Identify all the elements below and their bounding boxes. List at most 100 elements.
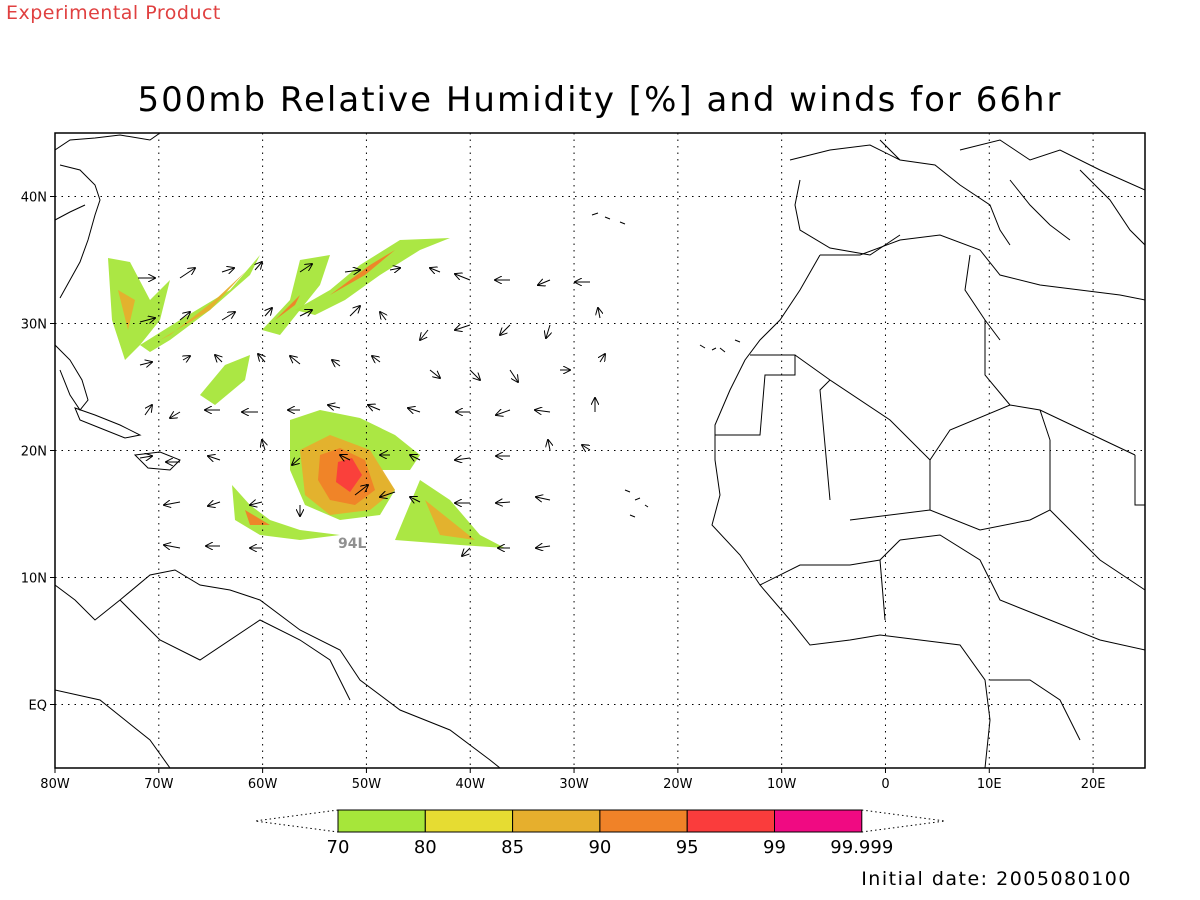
colorbar-swatch	[512, 809, 601, 833]
wind-arrow	[208, 456, 221, 460]
colorbar-swatch	[686, 809, 776, 833]
experimental-product-note: Experimental Product	[6, 2, 221, 24]
wind-arrow	[250, 502, 263, 505]
africa-coast	[711, 234, 1145, 768]
lon-tick-label: 20W	[663, 777, 693, 792]
humidity-core	[425, 500, 475, 540]
wind-arrow	[582, 445, 591, 450]
italy-coast	[1009, 169, 1145, 246]
wind-arrow	[455, 325, 471, 330]
colorbar-swatch	[774, 809, 863, 833]
wind-arrow	[548, 440, 550, 451]
colorbar-label: 90	[588, 837, 611, 858]
wind-vectors	[138, 262, 605, 556]
wind-arrow	[164, 502, 181, 505]
lon-tick-label: 80W	[40, 777, 70, 792]
colorbar-underflow-triangle	[254, 809, 339, 833]
lon-tick-label: 10E	[977, 777, 1002, 792]
azores-islands	[591, 212, 626, 225]
wind-arrow	[410, 455, 421, 460]
humidity-region	[140, 255, 260, 352]
wind-arrow	[546, 324, 550, 338]
lat-tick-label: EQ	[29, 699, 47, 714]
humidity-core	[118, 290, 135, 330]
colorbar-overflow-triangle	[861, 809, 946, 833]
canary-islands	[699, 339, 741, 353]
wind-arrow	[221, 268, 234, 272]
humidity-core	[330, 250, 395, 295]
wind-arrow	[496, 502, 511, 503]
wind-arrow	[500, 324, 511, 335]
wind-arrow	[139, 318, 155, 322]
humidity-region	[108, 258, 170, 360]
wind-arrow	[265, 308, 272, 317]
storm-label-94l: 94L	[338, 536, 366, 552]
south-america-interior	[55, 599, 351, 768]
initial-date: Initial date: 2005080100	[861, 868, 1132, 890]
wind-arrow	[538, 280, 551, 285]
wind-arrow	[430, 268, 441, 272]
wind-arrow	[221, 312, 235, 321]
lat-tick-label: 30N	[21, 318, 47, 333]
florida-coast	[55, 344, 89, 411]
wind-arrow	[139, 362, 152, 365]
axis-ticks: 80W 70W 60W 50W 40W 30W 20W 10W 0 10E 20E 40N 30N 20N…	[21, 191, 1106, 793]
wind-arrow	[262, 440, 265, 451]
wind-arrow	[299, 310, 312, 316]
humidity-region	[232, 485, 340, 540]
wind-arrow	[509, 369, 518, 382]
colorbar-label: 95	[676, 837, 699, 858]
wind-arrow	[179, 268, 195, 279]
wind-arrow	[536, 546, 551, 548]
europe-coast	[789, 139, 1145, 256]
lon-tick-label: 0	[881, 777, 889, 792]
wind-arrow	[183, 356, 190, 360]
wind-arrow	[255, 262, 262, 271]
colorbar-label: 99.999	[830, 837, 893, 858]
wind-arrow	[496, 410, 511, 415]
colorbar-swatch	[599, 809, 688, 833]
lon-tick-label: 20E	[1081, 777, 1106, 792]
colorbar-label: 99	[763, 837, 786, 858]
cuba-coast	[74, 407, 142, 439]
coastlines	[55, 133, 1145, 768]
wind-arrow	[299, 264, 312, 273]
wind-arrow	[292, 458, 301, 465]
wind-arrow	[380, 492, 396, 497]
colorbar-label: 70	[327, 837, 350, 858]
africa-borders	[715, 254, 1145, 741]
wind-arrow	[208, 502, 221, 506]
wind-arrow	[368, 405, 381, 410]
wind-arrow	[535, 410, 551, 412]
wind-arrow	[170, 412, 181, 418]
wind-arrow	[215, 355, 222, 362]
wind-arrow	[332, 360, 341, 366]
wind-arrow	[600, 354, 605, 363]
wind-arrow	[598, 308, 600, 319]
wind-arrow	[420, 329, 429, 340]
wind-arrow	[410, 497, 421, 502]
colorbar-swatch	[424, 809, 514, 833]
cape-verde-islands	[624, 489, 649, 518]
central-america-coast	[55, 569, 501, 768]
colorbar-label: 85	[501, 837, 524, 858]
wind-arrow	[380, 312, 386, 321]
graticule	[55, 133, 1145, 768]
wind-arrow	[429, 369, 440, 378]
lat-tick-label: 10N	[21, 572, 47, 587]
wind-arrow	[469, 369, 480, 380]
wind-arrow	[455, 458, 471, 460]
hispaniola-coast	[133, 451, 181, 471]
humidity-region	[336, 458, 362, 492]
lon-tick-label: 40W	[456, 777, 486, 792]
colorbar-swatch	[337, 809, 426, 833]
wind-arrow	[462, 547, 471, 556]
lon-tick-label: 30W	[559, 777, 589, 792]
colorbar-label: 80	[414, 837, 437, 858]
humidity-region	[262, 255, 330, 335]
wind-arrow	[455, 274, 471, 281]
lon-tick-label: 10W	[767, 777, 797, 792]
lon-tick-label: 50W	[352, 777, 382, 792]
wind-arrow	[389, 268, 400, 270]
